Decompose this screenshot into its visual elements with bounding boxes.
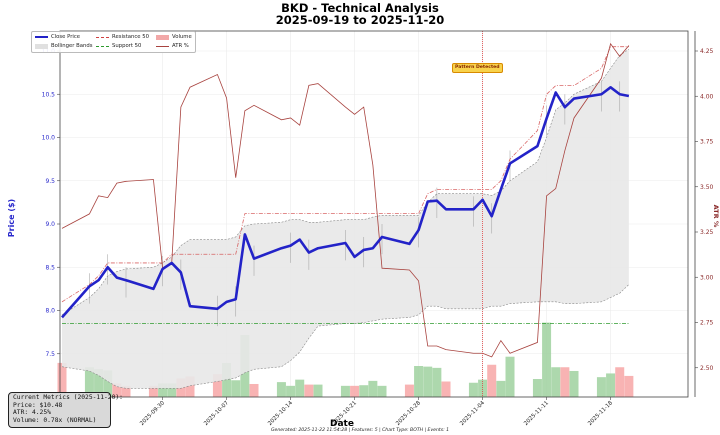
date-tick-label: 2025-10-07: [203, 400, 230, 427]
atr-tick-label: 3.25: [700, 229, 714, 236]
metrics-line-4: Volume: 0.78x (NORMAL): [13, 416, 97, 424]
date-tick-label: 2025-10-14: [267, 400, 294, 427]
legend-close-label: Close Price: [51, 34, 81, 40]
legend-sup: Support 50: [96, 43, 141, 49]
legend-res-label: Resistance 50: [112, 34, 149, 40]
legend-atr: ATR %: [156, 43, 189, 49]
legend-bb-label: Bollinger Bands: [51, 43, 93, 49]
atr-tick-label: 4.00: [700, 93, 714, 100]
price-tick-label: 9.0: [45, 221, 55, 228]
date-tick-label: 2025-10-28: [395, 400, 422, 427]
vol-swatch-icon: [156, 34, 169, 40]
price-tick-label: 10.0: [42, 135, 56, 142]
atr-tick-label: 3.75: [700, 139, 714, 146]
price-tick-label: 10.5: [42, 91, 56, 98]
price-tick-label: 9.5: [45, 178, 55, 185]
atr-tick-label: 3.00: [700, 274, 714, 281]
legend-close: Close Price: [35, 34, 80, 40]
footer-note: Generated: 2025-11-22 11:54:28 | Feature…: [270, 428, 450, 433]
chart-legend: Close Price Bollinger Bands Resistance 5…: [31, 31, 196, 53]
axes-frame: [59, 30, 696, 398]
bb-swatch-icon: [35, 43, 48, 49]
sup-swatch-icon: [96, 45, 109, 47]
price-tick-label: 7.5: [45, 351, 55, 358]
y-axis-label: Price ($): [7, 199, 16, 237]
metrics-line-1: Current Metrics (2025-11-20):: [13, 394, 123, 401]
legend-res: Resistance 50: [96, 34, 149, 40]
legend-vol-label: Volume: [172, 34, 192, 40]
date-tick-label: 2025-09-30: [139, 400, 166, 427]
chart-title: BKD - Technical Analysis: [281, 1, 439, 15]
date-tick-label: 2025-11-18: [587, 400, 614, 427]
volume-bars: [57, 322, 634, 397]
price-tick-label: 8.0: [45, 308, 55, 315]
legend-sup-label: Support 50: [112, 43, 142, 49]
x-axis-label: Date: [330, 419, 354, 429]
close-swatch-icon: [35, 35, 48, 39]
bollinger-bands: [61, 49, 630, 389]
indicator-lines: [61, 31, 630, 397]
atr-tick-label: 3.50: [700, 184, 714, 191]
current-metrics-box: Current Metrics (2025-11-20): Price: $10.…: [8, 392, 123, 428]
date-tick-label: 2025-11-04: [459, 400, 486, 427]
atr-tick-label: 2.50: [700, 365, 714, 372]
atr-swatch-icon: [156, 45, 169, 47]
y2-axis-label: ATR %: [712, 205, 720, 228]
res-swatch-icon: [96, 36, 109, 38]
date-tick-label: 2025-11-11: [523, 400, 550, 427]
legend-atr-label: ATR %: [172, 43, 189, 49]
metrics-line-2: Price: $10.48: [13, 401, 63, 409]
legend-vol: Volume: [156, 34, 192, 40]
pattern-detected-badge: Pattern Detected: [452, 63, 503, 73]
metrics-line-3: ATR: 4.25%: [13, 409, 51, 417]
atr-tick-label: 2.75: [700, 320, 714, 327]
chart-subtitle: 2025-09-19 to 2025-11-20: [275, 13, 445, 27]
price-tick-label: 8.5: [45, 264, 55, 271]
atr-tick-label: 4.25: [700, 48, 714, 55]
legend-bb: Bollinger Bands: [35, 43, 93, 49]
